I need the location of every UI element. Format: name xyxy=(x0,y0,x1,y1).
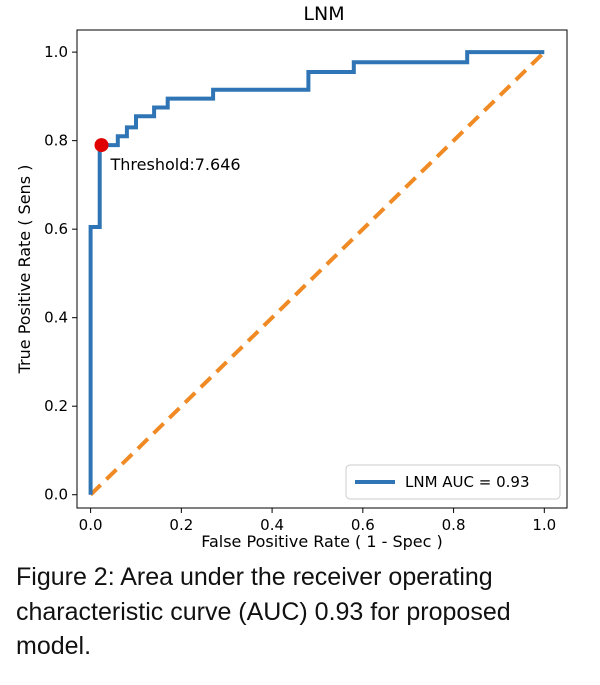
x-axis: 0.0 0.2 0.4 0.6 0.8 1.0 xyxy=(79,508,556,534)
figure-caption: Figure 2: Area under the receiver operat… xyxy=(16,560,586,664)
caption-text: : Area under the receiver operating char… xyxy=(16,563,511,660)
y-tick-label: 0.8 xyxy=(44,132,68,150)
plot-area: Threshold:7.646 xyxy=(88,50,546,497)
threshold-marker xyxy=(94,138,109,153)
x-axis-title: False Positive Rate ( 1 - Spec ) xyxy=(201,532,443,550)
chart-title: LNM xyxy=(303,3,344,25)
y-tick-label: 0.4 xyxy=(44,309,68,327)
y-axis-title: True Positive Rate ( Sens ) xyxy=(15,165,34,375)
y-tick-label: 0.6 xyxy=(44,220,68,238)
x-tick-label: 0.6 xyxy=(351,516,375,534)
legend-box xyxy=(345,464,561,500)
y-tick-label: 0.2 xyxy=(44,397,68,415)
x-tick-label: 0.2 xyxy=(169,516,193,534)
roc-chart: LNM 0.0 0.2 0.4 0.6 0.8 1.0 0.0 0.2 0.4 0.6 0.8 1.… xyxy=(15,3,568,550)
caption-prefix: Figure 2 xyxy=(16,563,108,591)
x-tick-label: 1.0 xyxy=(532,516,556,534)
y-tick-label: 0.0 xyxy=(44,486,68,504)
threshold-label: Threshold:7.646 xyxy=(110,155,241,174)
reference-diagonal-line xyxy=(89,50,546,497)
y-tick-label: 1.0 xyxy=(44,43,68,61)
legend-label-roc: LNM AUC = 0.93 xyxy=(405,473,530,491)
roc-curve-line xyxy=(88,50,545,495)
x-tick-label: 0.0 xyxy=(79,516,103,534)
y-axis: 0.0 0.2 0.4 0.6 0.8 1.0 xyxy=(44,43,77,504)
x-tick-label: 0.8 xyxy=(442,516,466,534)
plot-frame xyxy=(76,29,568,509)
x-tick-label: 0.4 xyxy=(260,516,284,534)
legend: LNM AUC = 0.93 xyxy=(345,464,561,500)
